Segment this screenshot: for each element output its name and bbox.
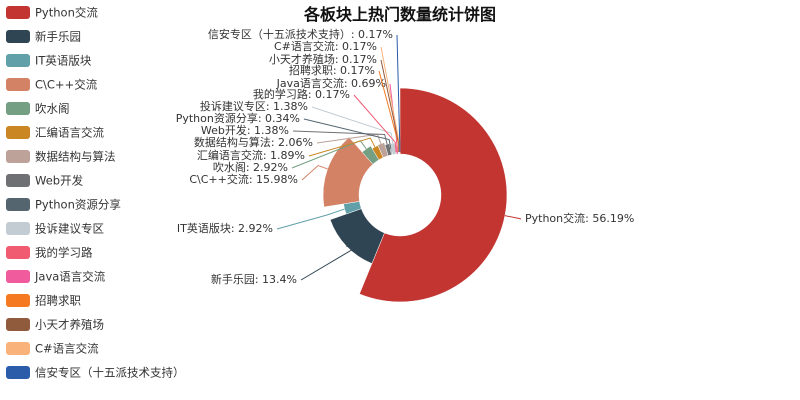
legend-item-7[interactable]: Web开发	[6, 174, 84, 188]
slice-label-15: 信安专区（十五派技术支持）: 0.17%	[208, 27, 393, 41]
legend-item-2[interactable]: IT英语版块	[6, 54, 92, 68]
leader-line-2	[276, 208, 345, 230]
leader-line-8	[303, 118, 392, 150]
legend-item-8[interactable]: Python资源分享	[6, 198, 121, 212]
slice-label-12: 招聘求职: 0.17%	[289, 63, 375, 77]
legend-item-3[interactable]: C\C++交流	[6, 78, 98, 92]
legend-item-14[interactable]: C#语言交流	[6, 342, 99, 356]
slice-label-0: Python交流: 56.19%	[525, 211, 634, 225]
legend-swatch	[6, 126, 30, 139]
legend-label: 数据结构与算法	[35, 150, 116, 164]
slice-label-2: IT英语版块: 2.92%	[177, 221, 273, 235]
legend-label: 招聘求职	[35, 294, 81, 308]
legend-label: 小天才养殖场	[35, 318, 104, 332]
legend-item-6[interactable]: 数据结构与算法	[6, 150, 116, 164]
legend-item-4[interactable]: 吹水阁	[6, 102, 70, 116]
slice-label-3: C\C++交流: 15.98%	[189, 172, 298, 186]
legend-item-13[interactable]: 小天才养殖场	[6, 318, 104, 332]
legend-label: C#语言交流	[35, 342, 99, 356]
legend-swatch	[6, 78, 30, 91]
legend-swatch	[6, 54, 30, 67]
leader-line-0	[504, 215, 522, 220]
slice-label-9: 投诉建议专区: 1.38%	[200, 99, 308, 113]
slice-label-1: 新手乐园: 13.4%	[211, 272, 297, 286]
leader-line-1	[300, 245, 357, 281]
legend-item-11[interactable]: Java语言交流	[6, 270, 106, 284]
legend-swatch	[6, 342, 30, 355]
legend-swatch	[6, 366, 30, 379]
slice-label-5: 汇编语言交流: 1.89%	[197, 148, 305, 162]
legend-label: Java语言交流	[34, 270, 106, 284]
slice-label-11: Java语言交流: 0.69%	[276, 76, 386, 90]
leader-line-15	[396, 34, 401, 153]
leader-line-5	[308, 137, 376, 157]
legend-label: 投诉建议专区	[35, 222, 104, 236]
legend-label: IT英语版块	[35, 54, 92, 68]
pie-slice-0[interactable]	[359, 87, 508, 303]
leader-line-7	[292, 130, 388, 145]
legend-item-10[interactable]: 我的学习路	[6, 246, 93, 260]
legend-label: Python交流	[35, 6, 98, 20]
slice-label-6: 数据结构与算法: 2.06%	[194, 135, 313, 149]
slice-label-10: 我的学习路: 0.17%	[253, 87, 350, 101]
legend-item-12[interactable]: 招聘求职	[6, 294, 81, 308]
leader-line-3	[301, 164, 328, 181]
legend-swatch	[6, 6, 30, 19]
pie-slice-1[interactable]	[329, 208, 385, 264]
legend-label: 吹水阁	[35, 102, 70, 116]
pie-slice-3[interactable]	[322, 136, 374, 208]
legend-swatch	[6, 246, 30, 259]
legend-swatch	[6, 198, 30, 211]
slice-label-8: Python资源分享: 0.34%	[176, 111, 300, 125]
pie-slices	[322, 87, 508, 303]
slice-label-13: 小天才养殖场: 0.17%	[269, 52, 377, 66]
legend-label: Python资源分享	[35, 198, 121, 212]
legend-label: Web开发	[35, 174, 84, 188]
legend-item-15[interactable]: 信安专区（十五派技术支持）	[6, 366, 185, 380]
legend-swatch	[6, 222, 30, 235]
legend-swatch	[6, 294, 30, 307]
legend-item-9[interactable]: 投诉建议专区	[6, 222, 104, 236]
slice-label-14: C#语言交流: 0.17%	[274, 39, 377, 53]
legend-label: C\C++交流	[35, 78, 98, 92]
pie-labels: Python交流: 56.19% 新手乐园: 13.4% IT英语版块: 2.92%…	[176, 27, 635, 286]
legend-swatch	[6, 30, 30, 43]
slice-label-4: 吹水阁: 2.92%	[213, 160, 288, 174]
legend-swatch	[6, 102, 30, 115]
legend-label: 信安专区（十五派技术支持）	[35, 366, 185, 380]
legend-swatch	[6, 318, 30, 331]
chart-title: 各板块上热门数量统计饼图	[303, 5, 496, 24]
legend-swatch	[6, 150, 30, 163]
legend-item-0[interactable]: Python交流	[6, 6, 98, 20]
slice-label-7: Web开发: 1.38%	[201, 123, 289, 137]
leader-line-9	[311, 106, 394, 144]
legend-swatch	[6, 174, 30, 187]
legend-item-5[interactable]: 汇编语言交流	[6, 126, 104, 140]
legend-label: 我的学习路	[35, 246, 93, 260]
legend-item-1[interactable]: 新手乐园	[6, 30, 81, 44]
legend-swatch	[6, 270, 30, 283]
legend-label: 汇编语言交流	[35, 126, 104, 140]
legend-label: 新手乐园	[35, 30, 81, 44]
leader-line-10	[353, 94, 397, 153]
